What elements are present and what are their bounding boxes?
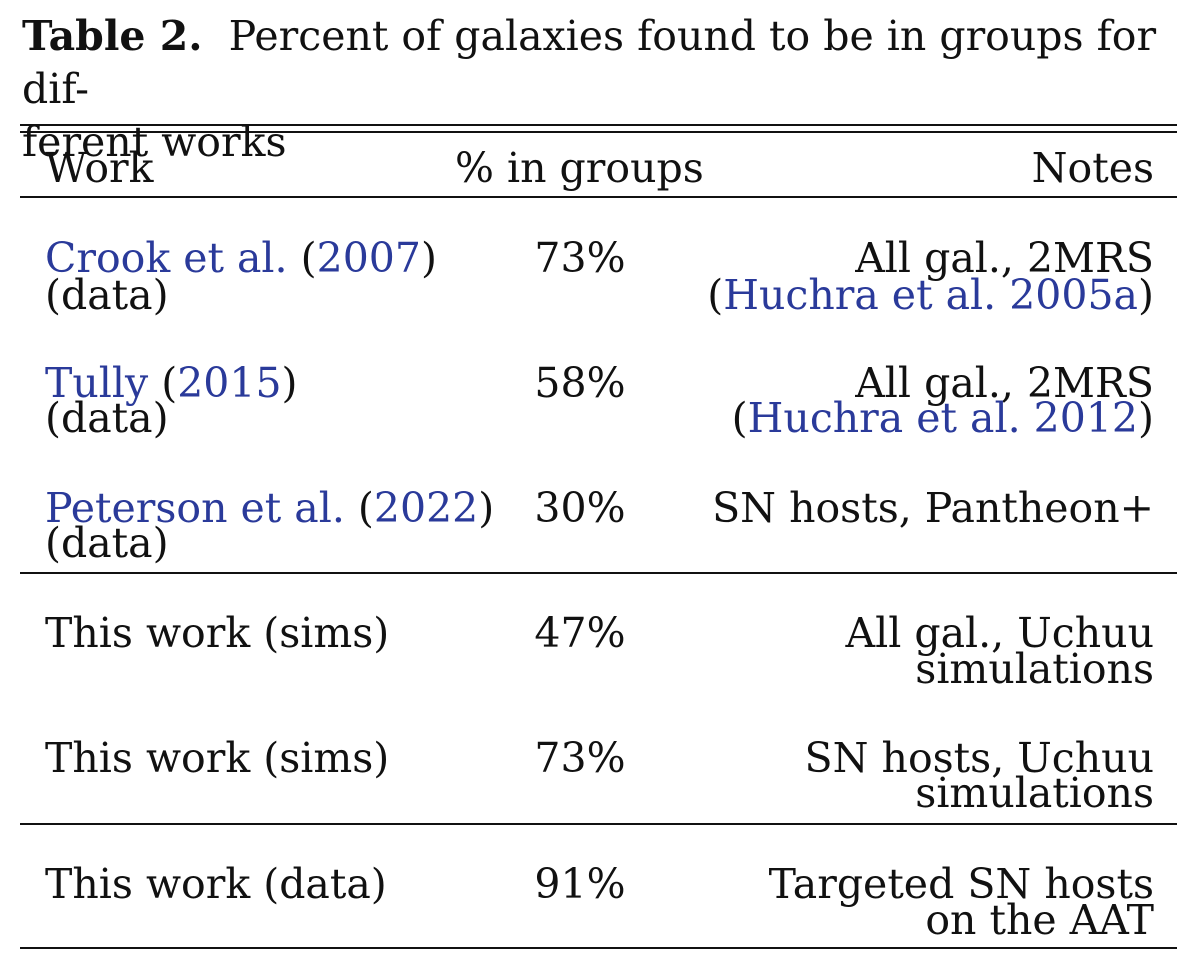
table-row-3-work: This work (sims) xyxy=(45,609,390,657)
table-row-1-notes-1: All gal., 2MRS xyxy=(855,359,1154,407)
header-rule xyxy=(20,196,1177,198)
table-row-5-notes-1: Targeted SN hosts xyxy=(768,860,1154,908)
table-row-3-pct: 47% xyxy=(534,609,626,657)
table-row-1-work-note: (data) xyxy=(45,394,169,442)
citation-link[interactable]: Huchra et al. 2005a xyxy=(723,271,1138,319)
citation-link[interactable]: Tully xyxy=(45,359,149,407)
table-row-4-work: This work (sims) xyxy=(45,734,390,782)
table-row-0-notes-1: All gal., 2MRS xyxy=(855,234,1154,282)
citation-link[interactable]: Crook et al. xyxy=(45,234,288,282)
citation-link[interactable]: Huchra et al. 2012 xyxy=(747,394,1138,442)
header-notes: Notes xyxy=(1031,144,1154,192)
caption-text-line-2: ferent works xyxy=(22,118,287,166)
table-row-4-notes-2: simulations xyxy=(915,769,1154,817)
header-work: Work xyxy=(45,144,154,192)
citation-year-link[interactable]: 2022 xyxy=(373,484,479,532)
table-row-1-notes-2: (Huchra et al. 2012) xyxy=(731,394,1154,442)
citation-year-link[interactable]: 2007 xyxy=(316,234,421,282)
header-pct-in-groups: % in groups xyxy=(455,144,704,192)
citation-link[interactable]: Peterson et al. xyxy=(45,484,345,532)
table-row-0-pct: 73% xyxy=(534,234,626,282)
table-row-5-work: This work (data) xyxy=(45,860,387,908)
table-row-1-pct: 58% xyxy=(534,359,626,407)
citation-year-link[interactable]: 2015 xyxy=(177,359,282,407)
table-row-0-work-note: (data) xyxy=(45,271,169,319)
table-row-4-pct: 73% xyxy=(534,734,626,782)
table-row-3-notes-2: simulations xyxy=(915,645,1154,693)
top-rule-1 xyxy=(20,124,1177,126)
table-row-2-work: Peterson et al. (2022) xyxy=(45,484,495,532)
table-row-0-work: Crook et al. (2007) xyxy=(45,234,437,282)
table-row-2-pct: 30% xyxy=(534,484,626,532)
table-row-4-notes-1: SN hosts, Uchuu xyxy=(804,734,1154,782)
table-row-2-notes-1: SN hosts, Pantheon+ xyxy=(712,484,1154,532)
table-row-0-notes-2: (Huchra et al. 2005a) xyxy=(707,271,1154,319)
table-row-2-work-note: (data) xyxy=(45,519,169,567)
bottom-rule xyxy=(20,947,1177,949)
top-rule-2 xyxy=(20,131,1177,133)
table-row-1-work: Tully (2015) xyxy=(45,359,298,407)
table-caption: Table 2. Percent of galaxies found to be… xyxy=(22,10,1182,169)
table-row-5-notes-2: on the AAT xyxy=(925,896,1154,944)
table-row-5-pct: 91% xyxy=(534,860,626,908)
caption-text-line-1: Percent of galaxies found to be in group… xyxy=(22,12,1157,113)
section-rule-2 xyxy=(20,823,1177,825)
caption-line-1: Table 2. Percent of galaxies found to be… xyxy=(22,10,1182,116)
section-rule-1 xyxy=(20,572,1177,574)
table-row-3-notes-1: All gal., Uchuu xyxy=(845,609,1154,657)
caption-label: Table 2. xyxy=(22,12,203,60)
